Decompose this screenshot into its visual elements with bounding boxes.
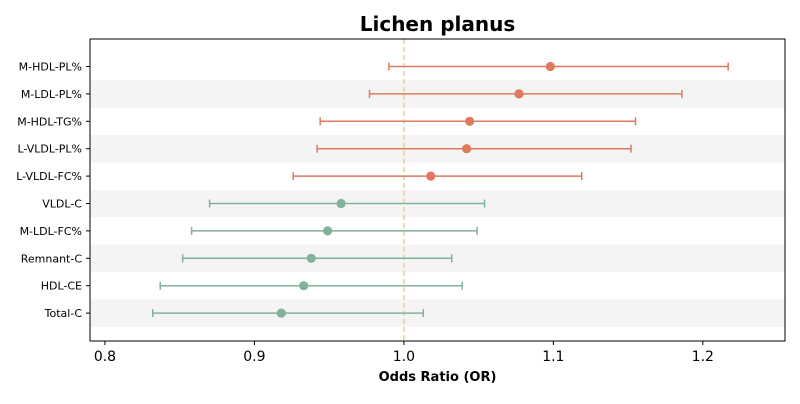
y-tick-label: L-VLDL-PL% bbox=[17, 143, 82, 156]
x-tick-label: 1.0 bbox=[393, 349, 415, 365]
forest-row bbox=[152, 308, 425, 318]
or-point bbox=[514, 89, 524, 99]
chart-title: Lichen planus bbox=[360, 12, 516, 36]
forest-row bbox=[316, 144, 632, 154]
y-tick-label: M-HDL-TG% bbox=[17, 115, 82, 128]
forest-row bbox=[319, 116, 637, 126]
or-point bbox=[545, 61, 555, 72]
or-point bbox=[426, 171, 436, 181]
x-tick-label: 1.1 bbox=[542, 349, 564, 365]
forest-row bbox=[181, 253, 453, 263]
forest-row bbox=[292, 171, 583, 181]
or-point bbox=[276, 308, 286, 318]
forest-row bbox=[190, 226, 478, 236]
x-tick-label: 0.9 bbox=[243, 349, 265, 365]
or-point bbox=[306, 253, 316, 263]
forest-row bbox=[159, 281, 463, 291]
forest-row bbox=[368, 89, 683, 99]
y-tick-label: M-LDL-PL% bbox=[21, 88, 82, 101]
y-tick-label: M-LDL-FC% bbox=[20, 225, 82, 238]
y-tick-label: Remnant-C bbox=[21, 252, 83, 265]
y-tick-label: HDL-CE bbox=[41, 280, 82, 293]
or-point bbox=[462, 144, 472, 154]
or-point bbox=[336, 198, 346, 209]
x-axis-title: Odds Ratio (OR) bbox=[379, 370, 497, 385]
x-tick-label: 1.2 bbox=[692, 349, 714, 365]
forest-row bbox=[388, 61, 729, 72]
y-tick-label: Total-C bbox=[44, 307, 83, 320]
forest-row bbox=[208, 198, 486, 209]
or-point bbox=[323, 226, 333, 236]
y-tick-label: L-VLDL-FC% bbox=[16, 170, 82, 183]
y-axis-ticks: M-HDL-PL% M-LDL-PL% M-HDL-TG% L-VLDL-PL% L-V… bbox=[16, 61, 90, 320]
y-tick-label: M-HDL-PL% bbox=[19, 61, 82, 74]
or-point bbox=[465, 116, 475, 126]
plot-area-frame bbox=[89, 38, 786, 342]
or-point bbox=[299, 281, 309, 291]
error-bar-layer bbox=[152, 61, 729, 318]
x-axis-ticks: 0.8 0.9 1.0 1.1 1.2 bbox=[94, 341, 714, 365]
x-tick-label: 0.8 bbox=[94, 349, 116, 365]
y-tick-label: VLDL-C bbox=[42, 198, 82, 211]
